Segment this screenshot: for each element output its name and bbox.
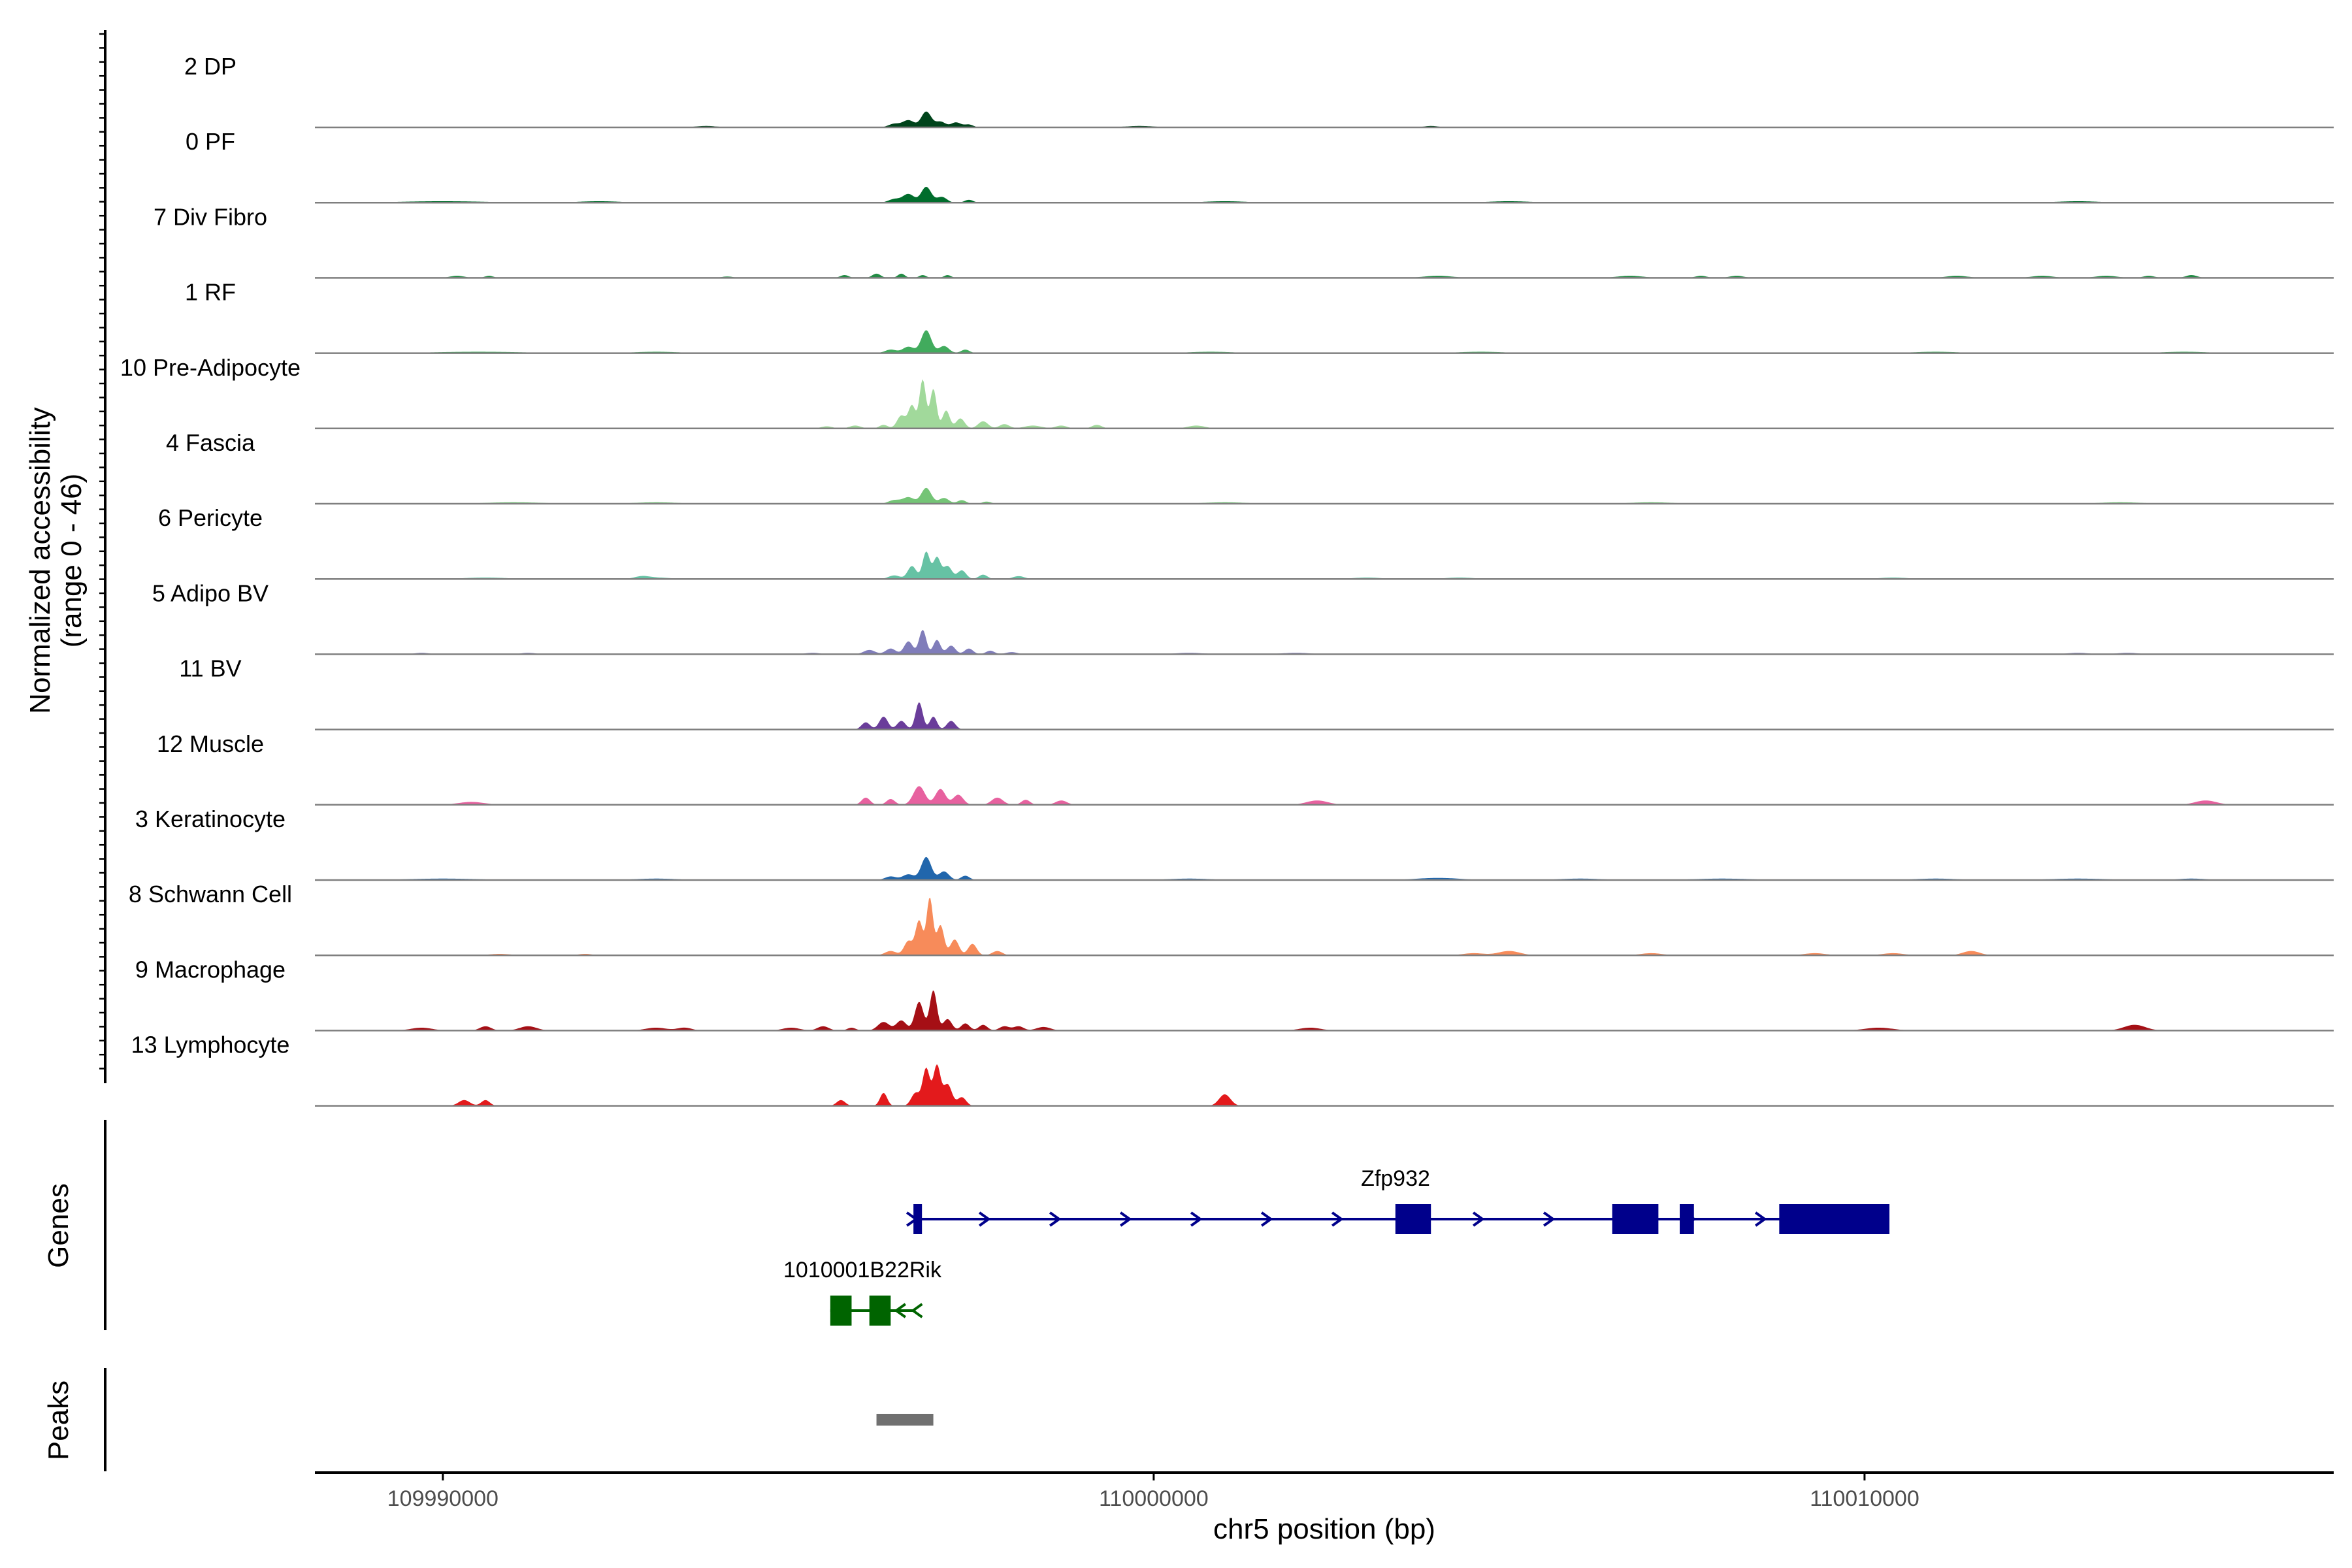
y-axis-label-line1: Normalized accessibility bbox=[24, 407, 56, 713]
track-label: 10 Pre-Adipocyte bbox=[120, 354, 301, 381]
x-tick-label: 110010000 bbox=[1810, 1486, 1919, 1511]
track-11: 3 Keratinocyte bbox=[135, 806, 2334, 881]
track-4: 1 RF bbox=[185, 279, 2334, 354]
coverage-y-axis bbox=[99, 30, 106, 1083]
strand-arrow bbox=[1543, 1211, 1556, 1227]
track-8: 5 Adipo BV bbox=[152, 580, 2334, 655]
coverage-tracks: 2 DP 0 PF 7 Div Fibro 1 RF 10 Pre-Adipocyte 4… bbox=[120, 53, 2334, 1107]
coverage-area bbox=[315, 379, 2334, 429]
track-label: 11 BV bbox=[179, 655, 241, 682]
peak-region bbox=[876, 1414, 934, 1426]
coverage-area bbox=[315, 786, 2334, 805]
coverage-y-ticks bbox=[99, 33, 105, 1070]
strand-arrow bbox=[1049, 1211, 1062, 1227]
coverage-area bbox=[315, 857, 2334, 880]
track-13: 9 Macrophage bbox=[135, 956, 2334, 1032]
gene-exon bbox=[913, 1204, 923, 1234]
strand-arrow bbox=[1119, 1211, 1132, 1227]
track-label: 6 Pericyte bbox=[158, 504, 263, 531]
track-1: 2 DP bbox=[184, 53, 2334, 129]
track-9: 11 BV bbox=[179, 655, 2334, 730]
strand-arrow bbox=[1472, 1211, 1485, 1227]
track-3: 7 Div Fibro bbox=[154, 203, 2334, 279]
track-label: 8 Schwann Cell bbox=[129, 881, 292, 907]
coverage-area bbox=[315, 898, 2334, 956]
coverage-area bbox=[315, 990, 2334, 1031]
track-label: 13 Lymphocyte bbox=[131, 1032, 290, 1058]
strand-arrow bbox=[978, 1211, 991, 1227]
gene-exon bbox=[1395, 1204, 1431, 1234]
gene-models: Zfp932 1010001B22Rik bbox=[783, 1166, 1889, 1326]
strand-arrow bbox=[894, 1303, 906, 1318]
track-label: 7 Div Fibro bbox=[154, 203, 267, 230]
x-axis: 109990000 110000000 110010000 chr5 positio… bbox=[315, 1471, 2334, 1545]
strand-arrow bbox=[1754, 1211, 1767, 1227]
x-ticks: 109990000 110000000 110010000 bbox=[387, 1473, 1919, 1511]
x-axis-label: chr5 position (bp) bbox=[1213, 1513, 1435, 1545]
peaks-panel-label: Peaks bbox=[42, 1380, 74, 1460]
track-label: 2 DP bbox=[184, 53, 237, 80]
peaks-panel: Peaks bbox=[42, 1368, 934, 1471]
track-7: 6 Pericyte bbox=[158, 504, 2334, 580]
track-12: 8 Schwann Cell bbox=[129, 881, 2334, 956]
track-14: 13 Lymphocyte bbox=[131, 1032, 2334, 1107]
track-label: 9 Macrophage bbox=[135, 956, 286, 983]
coverage-area bbox=[315, 487, 2334, 504]
genes-panel-label: Genes bbox=[42, 1183, 74, 1268]
track-label: 4 Fascia bbox=[166, 429, 255, 456]
coverage-area bbox=[315, 702, 2334, 730]
x-tick-label: 109990000 bbox=[387, 1486, 498, 1511]
track-10: 12 Muscle bbox=[157, 730, 2334, 806]
track-label: 12 Muscle bbox=[157, 730, 264, 757]
strand-arrow bbox=[1190, 1211, 1203, 1227]
strand-arrow bbox=[910, 1303, 923, 1318]
track-6: 4 Fascia bbox=[166, 429, 2334, 505]
gene-1010001B22Rik: 1010001B22Rik bbox=[783, 1258, 942, 1326]
gene-exon bbox=[1779, 1204, 1889, 1234]
track-label: 5 Adipo BV bbox=[152, 580, 269, 606]
track-label: 3 Keratinocyte bbox=[135, 806, 286, 832]
coverage-area bbox=[315, 330, 2334, 353]
coverage-area bbox=[315, 551, 2334, 580]
peak-regions bbox=[876, 1414, 934, 1426]
y-axis-label-line2: (range 0 - 46) bbox=[56, 474, 88, 648]
track-2: 0 PF bbox=[186, 128, 2334, 204]
coverage-area bbox=[315, 629, 2334, 655]
track-5: 10 Pre-Adipocyte bbox=[120, 354, 2334, 430]
strand-arrow bbox=[1260, 1211, 1273, 1227]
gene-Zfp932: Zfp932 bbox=[906, 1166, 1889, 1234]
coverage-area bbox=[315, 111, 2334, 127]
gene-exon bbox=[869, 1296, 891, 1326]
gene-exon bbox=[1612, 1204, 1659, 1234]
x-tick-label: 110000000 bbox=[1099, 1486, 1209, 1511]
coverage-area bbox=[315, 186, 2334, 203]
gene-label: 1010001B22Rik bbox=[783, 1258, 942, 1282]
genes-panel: Genes Zfp932 1010001B22Rik bbox=[42, 1120, 1889, 1330]
track-label: 1 RF bbox=[185, 279, 236, 306]
track-label: 0 PF bbox=[186, 128, 235, 155]
gene-label: Zfp932 bbox=[1361, 1166, 1430, 1191]
gene-exon bbox=[830, 1296, 852, 1326]
strand-arrow bbox=[1331, 1211, 1344, 1227]
gene-exon bbox=[1680, 1204, 1694, 1234]
coverage-area bbox=[315, 1064, 2334, 1106]
